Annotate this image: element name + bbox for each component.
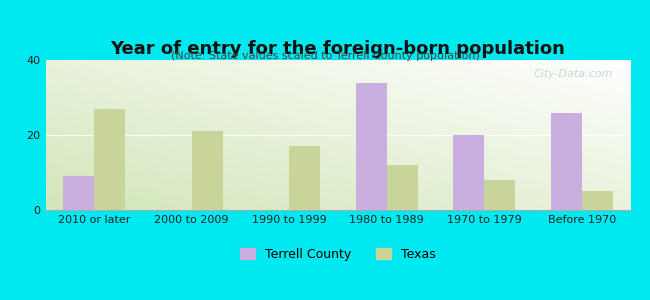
Bar — [289, 146, 320, 210]
Bar — [63, 176, 94, 210]
Text: (Note: State values scaled to Terrell County population): (Note: State values scaled to Terrell Co… — [170, 51, 480, 61]
Bar — [484, 180, 515, 210]
Title: Year of entry for the foreign-born population: Year of entry for the foreign-born popul… — [111, 40, 566, 58]
Bar — [551, 112, 582, 210]
Bar — [192, 131, 223, 210]
Bar — [453, 135, 484, 210]
Bar — [356, 82, 387, 210]
Bar — [582, 191, 613, 210]
Bar — [387, 165, 418, 210]
Text: City-Data.com: City-Data.com — [534, 69, 613, 79]
Bar — [94, 109, 125, 210]
Legend: Terrell County, Texas: Terrell County, Texas — [240, 248, 436, 261]
